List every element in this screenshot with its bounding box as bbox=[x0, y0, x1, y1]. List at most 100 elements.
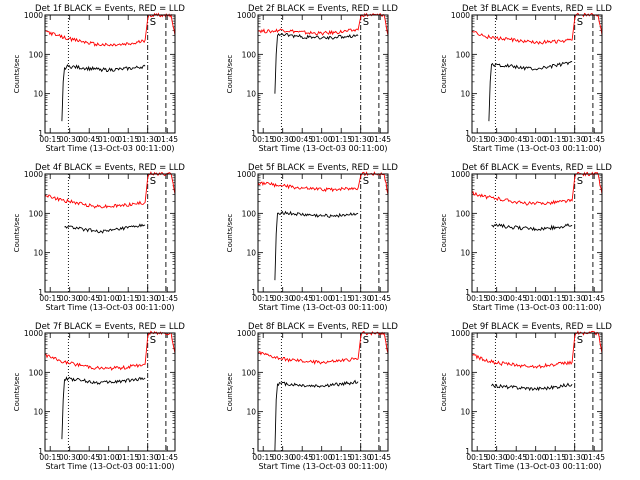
x-tick-label: 01:15 bbox=[117, 294, 139, 303]
saa-label: S bbox=[363, 335, 369, 346]
panel-title: Det 4f BLACK = Events, RED = LLD bbox=[35, 163, 185, 173]
x-tick-label: 01:15 bbox=[544, 453, 566, 462]
series-lld-line bbox=[257, 330, 389, 366]
y-tick-label: 100 bbox=[29, 209, 44, 218]
x-tick-label: 01:30 bbox=[564, 135, 586, 144]
plot-frame bbox=[257, 14, 389, 134]
x-tick-label: 01:30 bbox=[137, 453, 159, 462]
saa-label: S bbox=[577, 17, 583, 28]
x-axis-label: Start Time (13-Oct-03 00:11:00) bbox=[472, 303, 601, 312]
panel-det-9: Det 9f BLACK = Events, RED = LLD 1 10 100 10… bbox=[440, 322, 612, 471]
plot-frame bbox=[44, 14, 176, 134]
x-tick-label: 01:45 bbox=[156, 453, 178, 462]
plot-frame bbox=[471, 332, 603, 452]
x-tick-label: 01:30 bbox=[137, 294, 159, 303]
panel-det-3: Det 3f BLACK = Events, RED = LLD 1 10 100 10… bbox=[440, 4, 612, 153]
y-tick-label: 1 bbox=[465, 288, 470, 297]
y-axis-label: Counts/sec bbox=[440, 214, 448, 253]
y-tick-label: 100 bbox=[456, 50, 471, 59]
panel-title: Det 9f BLACK = Events, RED = LLD bbox=[462, 322, 612, 332]
x-axis-label: Start Time (13-Oct-03 00:11:00) bbox=[45, 144, 174, 153]
y-tick-label: 1000 bbox=[451, 329, 470, 338]
x-tick-label: 00:45 bbox=[78, 453, 100, 462]
x-tick-label: 01:45 bbox=[583, 135, 605, 144]
x-tick-label: 01:30 bbox=[564, 294, 586, 303]
x-tick-label: 01:30 bbox=[564, 453, 586, 462]
x-tick-label: 00:30 bbox=[486, 453, 508, 462]
y-tick-label: 100 bbox=[242, 368, 257, 377]
y-tick-label: 1 bbox=[465, 129, 470, 138]
x-tick-label: 01:15 bbox=[117, 135, 139, 144]
y-tick-label: 100 bbox=[242, 209, 257, 218]
x-tick-label: 00:30 bbox=[59, 135, 81, 144]
x-axis-label: Start Time (13-Oct-03 00:11:00) bbox=[258, 144, 387, 153]
x-tick-label: 00:30 bbox=[486, 294, 508, 303]
y-tick-label: 10 bbox=[246, 249, 256, 258]
plot-frame bbox=[44, 332, 176, 452]
series-events-line bbox=[274, 32, 359, 94]
x-axis-label: Start Time (13-Oct-03 00:11:00) bbox=[45, 303, 174, 312]
panel-det-2: Det 2f BLACK = Events, RED = LLD 1 10 100 10… bbox=[226, 4, 398, 153]
y-tick-label: 100 bbox=[456, 368, 471, 377]
x-tick-label: 01:45 bbox=[369, 294, 391, 303]
saa-label: S bbox=[150, 176, 156, 187]
y-tick-label: 1000 bbox=[24, 11, 43, 20]
x-tick-label: 01:45 bbox=[156, 294, 178, 303]
saa-label: S bbox=[363, 17, 369, 28]
x-tick-label: 01:00 bbox=[311, 294, 333, 303]
panel-title: Det 6f BLACK = Events, RED = LLD bbox=[462, 163, 612, 173]
x-tick-label: 01:15 bbox=[330, 135, 352, 144]
plot-frame bbox=[44, 173, 176, 293]
x-axis-label: Start Time (13-Oct-03 00:11:00) bbox=[472, 144, 601, 153]
panel-title: Det 1f BLACK = Events, RED = LLD bbox=[35, 4, 185, 14]
x-tick-label: 00:45 bbox=[291, 294, 313, 303]
x-tick-label: 00:15 bbox=[252, 453, 274, 462]
y-tick-label: 100 bbox=[242, 50, 257, 59]
saa-label: S bbox=[150, 17, 156, 28]
x-tick-label: 00:15 bbox=[39, 294, 61, 303]
panel-det-5: Det 5f BLACK = Events, RED = LLD 1 10 100 10… bbox=[226, 163, 398, 312]
y-tick-label: 10 bbox=[460, 249, 470, 258]
x-tick-label: 00:30 bbox=[272, 294, 294, 303]
x-tick-label: 00:15 bbox=[466, 453, 488, 462]
x-tick-label: 01:00 bbox=[311, 135, 333, 144]
plot-frame bbox=[471, 14, 603, 134]
series-events-line bbox=[491, 223, 573, 232]
y-tick-label: 1000 bbox=[451, 11, 470, 20]
x-tick-label: 01:45 bbox=[156, 135, 178, 144]
y-tick-label: 1000 bbox=[237, 170, 256, 179]
x-axis-label: Start Time (13-Oct-03 00:11:00) bbox=[45, 462, 174, 471]
panel-det-7: Det 7f BLACK = Events, RED = LLD 1 10 100 10… bbox=[13, 322, 185, 471]
x-tick-label: 01:00 bbox=[98, 453, 120, 462]
x-tick-label: 00:30 bbox=[272, 135, 294, 144]
y-tick-label: 1 bbox=[465, 447, 470, 456]
saa-label: S bbox=[577, 335, 583, 346]
x-tick-label: 00:30 bbox=[59, 453, 81, 462]
x-tick-label: 01:30 bbox=[350, 294, 372, 303]
y-tick-label: 1 bbox=[38, 288, 43, 297]
y-tick-label: 10 bbox=[33, 249, 43, 258]
x-tick-label: 00:45 bbox=[78, 135, 100, 144]
y-axis-label: Counts/sec bbox=[226, 55, 234, 94]
panel-det-4: Det 4f BLACK = Events, RED = LLD 1 10 100 10… bbox=[13, 163, 185, 312]
y-tick-label: 10 bbox=[460, 90, 470, 99]
x-tick-label: 00:15 bbox=[39, 453, 61, 462]
panel-title: Det 8f BLACK = Events, RED = LLD bbox=[248, 322, 398, 332]
x-tick-label: 01:15 bbox=[544, 294, 566, 303]
x-tick-label: 00:15 bbox=[252, 135, 274, 144]
x-tick-label: 01:30 bbox=[350, 453, 372, 462]
y-tick-label: 10 bbox=[246, 408, 256, 417]
panel-title: Det 5f BLACK = Events, RED = LLD bbox=[248, 163, 398, 173]
x-tick-label: 00:30 bbox=[486, 135, 508, 144]
x-tick-label: 00:30 bbox=[59, 294, 81, 303]
x-tick-label: 01:30 bbox=[137, 135, 159, 144]
y-tick-label: 100 bbox=[29, 368, 44, 377]
x-tick-label: 01:00 bbox=[98, 135, 120, 144]
x-axis-label: Start Time (13-Oct-03 00:11:00) bbox=[258, 303, 387, 312]
x-tick-label: 00:15 bbox=[252, 294, 274, 303]
x-tick-label: 01:30 bbox=[350, 135, 372, 144]
y-axis-label: Counts/sec bbox=[440, 55, 448, 94]
series-events-line bbox=[274, 210, 359, 281]
y-tick-label: 1 bbox=[251, 288, 256, 297]
